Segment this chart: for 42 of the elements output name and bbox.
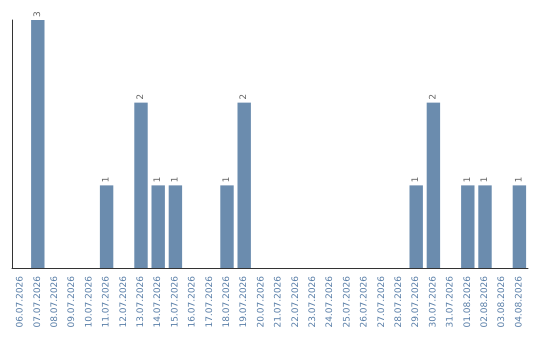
- x-tick-label: 10.07.2026: [84, 276, 94, 328]
- x-tick-label: 03.08.2026: [497, 276, 508, 328]
- x-tick-label: 14.07.2026: [153, 276, 164, 328]
- data-label: 1: [514, 176, 524, 182]
- data-label: 1: [411, 176, 422, 182]
- x-tick-label: 07.07.2026: [32, 276, 43, 328]
- x-tick-label: 01.08.2026: [462, 276, 473, 328]
- data-label: 3: [32, 11, 43, 17]
- x-tick-label: 31.07.2026: [446, 276, 456, 328]
- x-tick-label: 29.07.2026: [411, 276, 422, 328]
- x-tick-label: 27.07.2026: [376, 276, 387, 328]
- data-label: 1: [480, 176, 490, 182]
- x-tick-label: 18.07.2026: [222, 276, 232, 328]
- x-tick-label: 22.07.2026: [290, 276, 301, 328]
- x-tick-label: 09.07.2026: [67, 276, 78, 328]
- x-tick-label: 30.07.2026: [428, 276, 438, 328]
- x-tick-label: 11.07.2026: [102, 276, 112, 328]
- x-tick-label: 13.07.2026: [136, 276, 146, 328]
- data-label: 1: [153, 176, 164, 182]
- data-label: 1: [102, 176, 112, 182]
- x-tick-label: 26.07.2026: [360, 276, 370, 328]
- x-tick-label: 08.07.2026: [50, 276, 60, 328]
- data-label: 2: [239, 94, 250, 100]
- x-tick-label: 16.07.2026: [188, 276, 198, 328]
- x-tick-label: 25.07.2026: [342, 276, 352, 328]
- data-label: 1: [462, 176, 473, 182]
- x-tick-label: 24.07.2026: [325, 276, 336, 328]
- x-tick-label: 21.07.2026: [274, 276, 284, 328]
- x-tick-label: 17.07.2026: [204, 276, 215, 328]
- data-label: 1: [170, 176, 180, 182]
- x-tick-label: 06.07.2026: [16, 276, 26, 328]
- x-tick-label: 19.07.2026: [239, 276, 250, 328]
- data-label: 2: [428, 94, 438, 100]
- x-tick-label: 23.07.2026: [308, 276, 318, 328]
- x-tick-label: 28.07.2026: [394, 276, 404, 328]
- x-tick-label: 04.08.2026: [514, 276, 524, 328]
- data-label: 1: [222, 176, 232, 182]
- x-tick-label: 15.07.2026: [170, 276, 180, 328]
- data-label: 2: [136, 94, 146, 100]
- x-tick-label: 12.07.2026: [118, 276, 129, 328]
- x-tick-label: 02.08.2026: [480, 276, 490, 328]
- x-tick-label: 20.07.2026: [256, 276, 266, 328]
